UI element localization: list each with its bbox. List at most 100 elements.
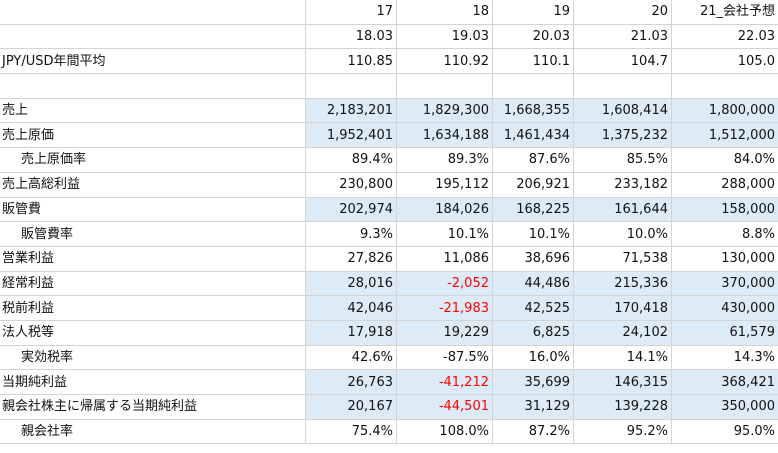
cell-value[interactable]: 1,375,232	[574, 123, 672, 148]
cell-value[interactable]: 2,183,201	[306, 98, 397, 123]
cell-value[interactable]: 38,696	[493, 246, 574, 271]
cell-value[interactable]: 110.85	[306, 49, 397, 74]
cell-value[interactable]: 84.0%	[733, 152, 775, 168]
row-label[interactable]: 法人税等	[0, 320, 306, 345]
cell-value[interactable]: 1,608,414	[574, 98, 672, 123]
cell-value[interactable]: -21,983	[397, 296, 493, 320]
cell-value[interactable]: 104.7	[574, 49, 672, 74]
cell-year[interactable]: 21_会社予想	[699, 4, 775, 20]
cell-value[interactable]: 1,829,300	[397, 98, 493, 123]
row-label[interactable]: 販管費率	[0, 222, 306, 246]
cell-year[interactable]: 17	[306, 0, 397, 24]
cell-value[interactable]: 10.1%	[493, 222, 574, 246]
cell-label[interactable]	[0, 74, 306, 98]
row-label[interactable]: 税前利益	[0, 296, 306, 320]
cell-value[interactable]: 19,229	[397, 320, 493, 345]
row-label[interactable]: 販管費	[0, 197, 306, 222]
cell-value[interactable]: 28,016	[306, 271, 397, 296]
cell-value[interactable]: 139,228	[574, 395, 672, 419]
cell-value[interactable]	[672, 74, 778, 98]
cell-value[interactable]	[306, 74, 397, 98]
cell-value[interactable]: 108.0%	[397, 419, 493, 444]
cell-value[interactable]: 1,800,000	[672, 98, 778, 123]
cell-value[interactable]: 158,000	[672, 197, 778, 222]
cell-value[interactable]: 170,418	[574, 296, 672, 320]
cell-year[interactable]: 19	[493, 0, 574, 24]
cell-value[interactable]: 26,763	[306, 370, 397, 394]
cell-value[interactable]: 85.5%	[574, 148, 672, 172]
cell-value[interactable]: 16.0%	[493, 345, 574, 370]
cell-value[interactable]: 44,486	[493, 271, 574, 296]
cell-value[interactable]: 1,668,355	[493, 98, 574, 123]
cell-value[interactable]	[397, 74, 493, 98]
cell-label[interactable]	[0, 24, 306, 49]
cell-year[interactable]: 20	[574, 0, 672, 24]
cell-value[interactable]: 1,634,188	[397, 123, 493, 148]
row-label[interactable]: 売上原価	[0, 123, 306, 148]
cell-value[interactable]: 202,974	[306, 197, 397, 222]
row-label[interactable]: 営業利益	[0, 246, 306, 271]
cell-value[interactable]: 87.2%	[493, 419, 574, 444]
cell-value[interactable]: 1,512,000	[672, 123, 778, 148]
cell-label[interactable]	[0, 0, 306, 24]
cell-value[interactable]: 89.4%	[306, 148, 397, 172]
cell-value[interactable]: 17,918	[306, 320, 397, 345]
cell-value[interactable]: 233,182	[574, 172, 672, 197]
cell-value[interactable]: 87.6%	[493, 148, 574, 172]
cell-value[interactable]: 71,538	[574, 246, 672, 271]
cell-value[interactable]: 105.0	[737, 53, 775, 69]
cell-value[interactable]: 42,525	[493, 296, 574, 320]
cell-value[interactable]: -41,212	[397, 370, 493, 394]
cell-value[interactable]: 61,579	[672, 320, 778, 345]
cell-value[interactable]: 11,086	[397, 246, 493, 271]
cell-value[interactable]: 8.8%	[741, 226, 775, 242]
cell-value[interactable]: 42,046	[306, 296, 397, 320]
cell-value[interactable]: 89.3%	[397, 148, 493, 172]
cell-value[interactable]: 230,800	[306, 172, 397, 197]
cell-value[interactable]: 31,129	[493, 395, 574, 419]
cell-value[interactable]: 10.1%	[397, 222, 493, 246]
cell-value[interactable]: 430,000	[672, 296, 778, 320]
row-label[interactable]: 実効税率	[0, 345, 306, 370]
cell-value[interactable]: -44,501	[397, 395, 493, 419]
cell-value[interactable]: 206,921	[493, 172, 574, 197]
cell-period[interactable]: 19.03	[397, 24, 493, 49]
cell-value[interactable]: -2,052	[397, 271, 493, 296]
cell-period[interactable]: 21.03	[574, 24, 672, 49]
cell-value[interactable]: 110.92	[397, 49, 493, 74]
cell-value[interactable]: 42.6%	[306, 345, 397, 370]
cell-value[interactable]: 14.1%	[574, 345, 672, 370]
cell-value[interactable]: 350,000	[672, 395, 778, 419]
row-label[interactable]: 売上高総利益	[0, 172, 306, 197]
cell-value[interactable]: 195,112	[397, 172, 493, 197]
cell-label[interactable]: JPY/USD年間平均	[0, 49, 306, 74]
cell-value[interactable]: 370,000	[672, 271, 778, 296]
cell-value[interactable]: 14.3%	[733, 349, 775, 365]
row-label[interactable]: 売上	[0, 98, 306, 123]
cell-year[interactable]: 18	[397, 0, 493, 24]
row-label[interactable]: 経常利益	[0, 271, 306, 296]
cell-value[interactable]: 95.0%	[733, 424, 775, 440]
cell-period[interactable]: 18.03	[306, 24, 397, 49]
cell-value[interactable]: 184,026	[397, 197, 493, 222]
row-label[interactable]: 親会社株主に帰属する当期純利益	[0, 395, 306, 419]
row-label[interactable]: 当期純利益	[0, 370, 306, 394]
cell-value[interactable]: -87.5%	[397, 345, 493, 370]
cell-value[interactable]: 24,102	[574, 320, 672, 345]
cell-value[interactable]: 146,315	[574, 370, 672, 394]
cell-value[interactable]: 1,461,434	[493, 123, 574, 148]
row-label[interactable]: 売上原価率	[0, 148, 306, 172]
cell-value[interactable]: 130,000	[721, 251, 775, 267]
cell-value[interactable]: 110.1	[493, 49, 574, 74]
cell-value[interactable]: 10.0%	[574, 222, 672, 246]
cell-period[interactable]: 20.03	[493, 24, 574, 49]
cell-value[interactable]: 35,699	[493, 370, 574, 394]
cell-value[interactable]: 6,825	[493, 320, 574, 345]
cell-value[interactable]: 20,167	[306, 395, 397, 419]
cell-value[interactable]: 288,000	[721, 177, 775, 193]
cell-value[interactable]: 75.4%	[306, 419, 397, 444]
cell-value[interactable]: 215,336	[574, 271, 672, 296]
cell-value[interactable]	[493, 74, 574, 98]
row-label[interactable]: 親会社率	[0, 419, 306, 444]
cell-value[interactable]: 168,225	[493, 197, 574, 222]
